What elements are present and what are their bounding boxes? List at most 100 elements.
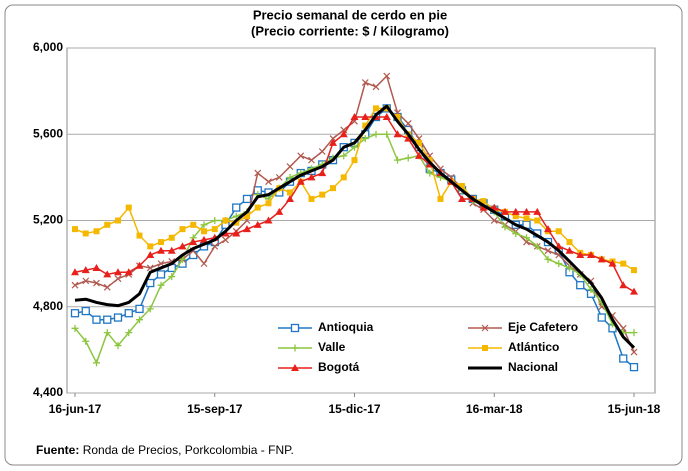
marker	[630, 348, 638, 356]
marker	[147, 243, 154, 250]
marker	[382, 113, 391, 120]
marker	[415, 151, 423, 159]
marker	[146, 305, 154, 313]
marker	[404, 154, 412, 162]
marker	[81, 266, 90, 274]
marker	[512, 213, 519, 220]
marker	[619, 281, 628, 289]
marker	[113, 313, 123, 322]
legend-marker	[291, 364, 299, 371]
marker	[329, 138, 337, 146]
marker	[501, 223, 509, 231]
marker	[318, 148, 326, 155]
marker	[373, 105, 379, 112]
marker	[71, 281, 79, 289]
legend-label: Eje Cafetero	[508, 320, 578, 334]
marker	[480, 198, 487, 205]
marker	[70, 309, 80, 318]
marker	[167, 246, 176, 254]
marker	[308, 195, 315, 202]
legend-item: Bogotá	[278, 360, 360, 374]
legend-label: Atlántico	[508, 340, 559, 354]
marker	[629, 362, 639, 372]
marker	[103, 270, 112, 278]
marker	[297, 152, 305, 160]
y-tick-label: 6,000	[33, 40, 63, 54]
x-tick-label: 15-dic-17	[328, 402, 380, 416]
marker	[351, 157, 358, 164]
chart-title: Precio semanal de cerdo en pie	[253, 7, 447, 22]
marker	[330, 185, 336, 192]
marker	[307, 173, 316, 181]
marker	[211, 217, 219, 224]
series	[71, 113, 638, 295]
marker	[511, 207, 520, 215]
marker	[189, 238, 198, 246]
marker	[72, 226, 78, 233]
marker	[157, 246, 165, 254]
marker	[71, 324, 79, 332]
marker	[362, 122, 369, 129]
marker	[308, 156, 315, 164]
marker	[565, 246, 574, 254]
marker	[619, 354, 628, 363]
legend-label: Valle	[318, 340, 346, 354]
marker	[361, 79, 369, 86]
marker	[351, 143, 358, 151]
legend-marker	[482, 345, 488, 351]
marker	[114, 275, 122, 283]
marker	[372, 130, 380, 138]
marker	[158, 239, 164, 246]
marker	[426, 169, 434, 177]
marker	[576, 281, 585, 290]
marker	[244, 213, 250, 220]
series-line	[74, 104, 636, 349]
marker	[587, 286, 595, 293]
marker	[287, 189, 293, 196]
marker	[597, 255, 606, 263]
marker	[296, 177, 305, 185]
marker	[630, 329, 638, 337]
marker	[587, 251, 595, 258]
marker	[394, 156, 401, 164]
marker	[275, 173, 283, 181]
marker	[135, 261, 144, 269]
marker	[200, 260, 208, 268]
marker	[125, 204, 132, 211]
marker	[114, 268, 122, 276]
legend-marker	[481, 324, 489, 332]
marker	[383, 130, 391, 138]
marker	[286, 194, 294, 202]
marker	[93, 279, 100, 287]
marker	[146, 278, 155, 288]
marker	[566, 264, 573, 272]
marker	[135, 304, 144, 314]
marker	[265, 178, 272, 186]
marker	[82, 230, 89, 237]
marker	[211, 226, 218, 233]
marker	[254, 169, 262, 177]
marker	[242, 194, 252, 204]
marker	[318, 169, 327, 177]
marker	[136, 232, 143, 239]
marker	[523, 215, 530, 222]
marker	[544, 225, 552, 233]
marker	[533, 242, 541, 250]
marker	[361, 135, 369, 143]
marker	[459, 183, 465, 189]
legend-item: Eje Cafetero	[468, 320, 578, 334]
marker	[81, 306, 90, 316]
marker	[136, 316, 143, 324]
marker	[286, 163, 294, 171]
legend-marker	[291, 344, 299, 352]
source: Fuente: Ronda de Precios, Porkcolombia -…	[36, 443, 294, 457]
marker	[222, 217, 229, 224]
legend-item: Antioquia	[278, 320, 374, 334]
legend-item: Valle	[278, 340, 346, 354]
marker	[630, 287, 638, 295]
source-label: Fuente:	[36, 443, 79, 457]
marker	[200, 221, 208, 229]
marker	[200, 235, 208, 243]
marker	[103, 283, 111, 291]
